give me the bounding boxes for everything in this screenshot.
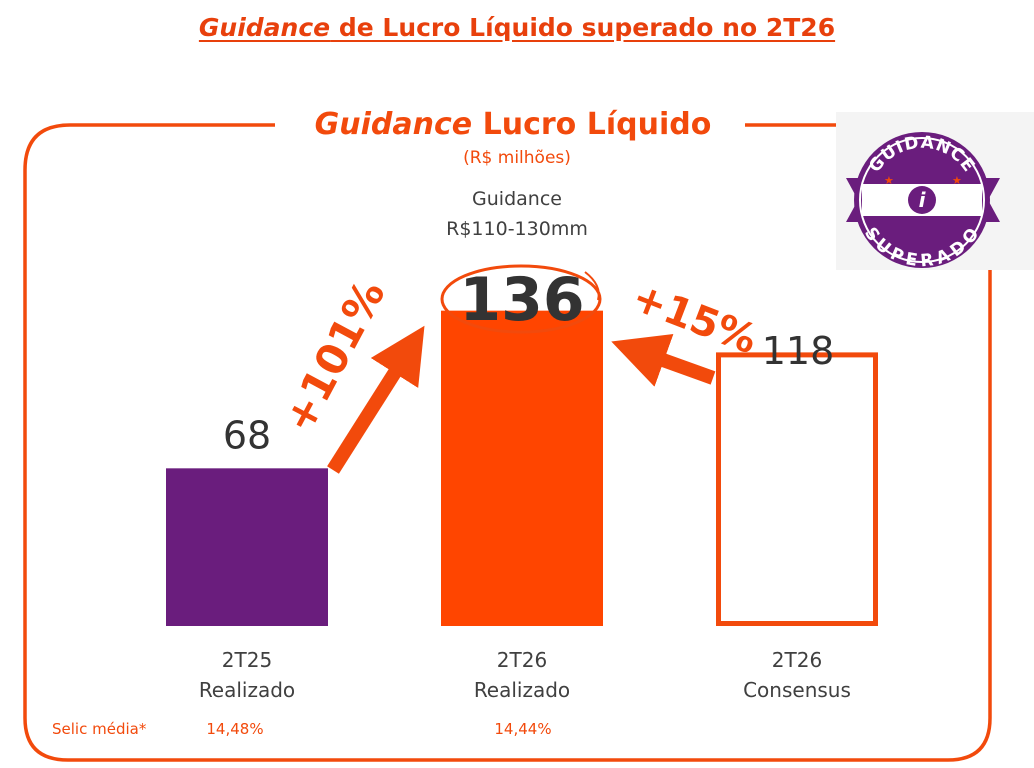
badge-center-glyph: i (919, 188, 927, 212)
selic-label: Selic média* (52, 720, 147, 738)
bar-value-label-3: 118 (762, 329, 835, 373)
chart-title: Guidance Lucro Líquido (315, 107, 712, 142)
highlight-circle (440, 264, 602, 334)
guidance-superado-badge: i GUIDANCE SUPERADO ★ ★ (836, 112, 1034, 271)
guidance-label: Guidance (472, 188, 562, 210)
bar-value-label-2: 136 (459, 265, 584, 335)
category-label-2-line1: 2T26 (497, 648, 547, 672)
chart-frame (23, 123, 992, 762)
badge-star-left: ★ (884, 175, 894, 187)
category-labels: 2T25 Realizado 2T26 Realizado 2T26 Consensus (199, 648, 851, 702)
arrow-growth-right (611, 334, 716, 387)
bars: 68 136 118 (166, 265, 878, 626)
bar-3 (716, 352, 878, 626)
page-title: Guidance de Lucro Líquido superado no 2T… (0, 8, 1034, 48)
badge-inner-ring (859, 137, 985, 263)
guidance-range: R$110-130mm (446, 218, 588, 240)
page-title-italic: Guidance (198, 13, 331, 42)
bar-2 (441, 310, 603, 626)
arrow-growth-left (327, 325, 425, 474)
highlight-circle-stroke (584, 271, 600, 301)
badge-star-right: ★ (952, 175, 962, 187)
category-label-3-line1: 2T26 (772, 648, 822, 672)
bar-value-label-1: 68 (223, 413, 271, 457)
selic-value-2t26: 14,44% (494, 720, 551, 738)
category-label-1-line1: 2T25 (222, 648, 272, 672)
bar-1 (166, 468, 328, 626)
category-label-2-line2: Realizado (474, 678, 570, 702)
chart-subtitle: (R$ milhões) (463, 148, 571, 168)
page-title-rest: de Lucro Líquido superado no 2T26 (330, 13, 836, 42)
badge-center-icon (908, 186, 936, 214)
category-label-1-line2: Realizado (199, 678, 295, 702)
selic-value-2t25: 14,48% (206, 720, 263, 738)
growth-annotation-101: +101% (274, 272, 395, 441)
category-label-3-line2: Consensus (743, 678, 851, 702)
